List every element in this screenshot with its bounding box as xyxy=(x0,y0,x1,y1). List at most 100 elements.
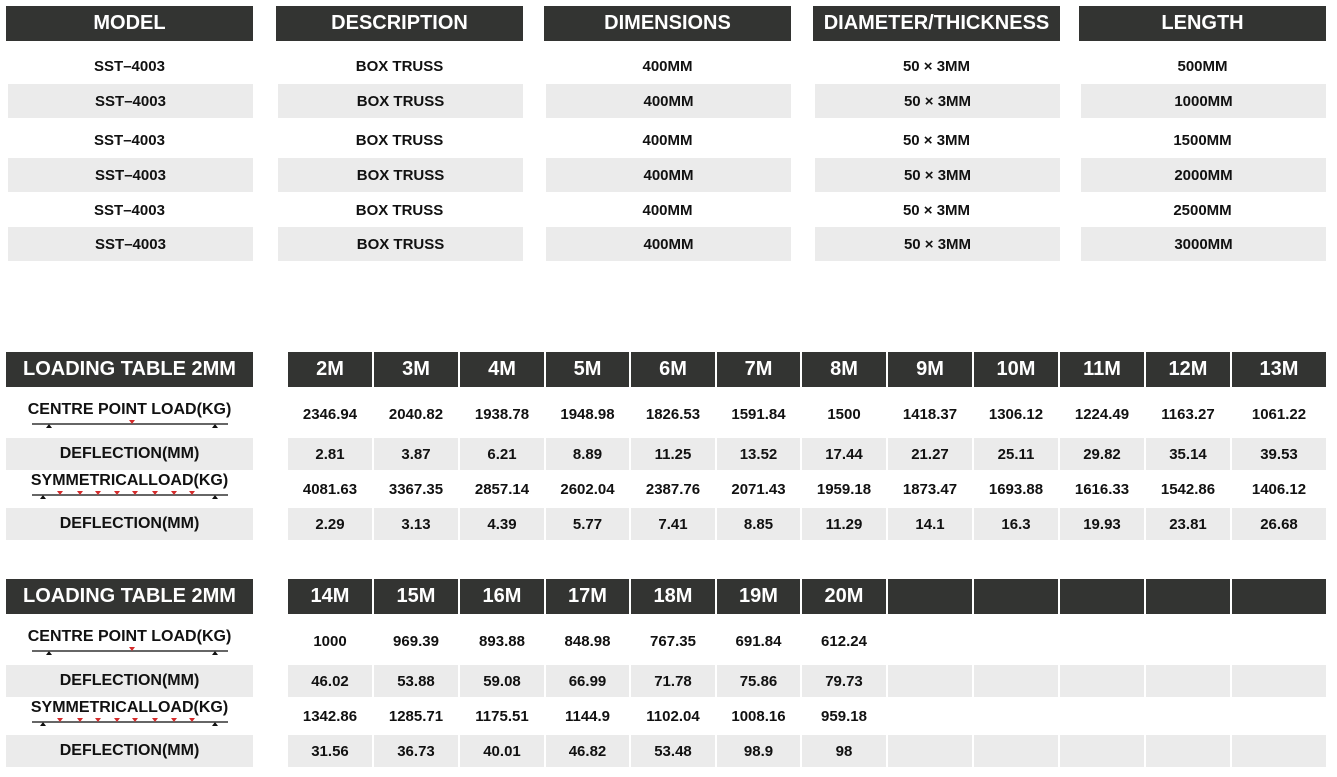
table-cell: BOX TRUSS xyxy=(355,131,444,149)
span-header: 3M xyxy=(374,352,458,387)
value-cell: 1175.51 xyxy=(475,707,529,725)
table-cell: 500MM xyxy=(1177,57,1228,75)
value-cell xyxy=(1060,624,1144,658)
value-cell: 2602.04 xyxy=(560,480,615,498)
row-label-text: DEFLECTION(MM) xyxy=(59,515,200,532)
value-cell: 98.9 xyxy=(717,735,800,767)
value-cell: 25.11 xyxy=(974,438,1058,470)
table-cell: 50 × 3MM xyxy=(815,227,1060,261)
value-cell: 1285.71 xyxy=(388,707,444,725)
span-header: 2M xyxy=(288,352,372,387)
value-cell: 46.02 xyxy=(288,665,372,697)
value-cell: 17.44 xyxy=(802,438,886,470)
value-cell: 1591.84 xyxy=(731,405,786,423)
table-cell: SST–4003 xyxy=(94,131,165,149)
value-cell: 3.13 xyxy=(374,508,458,540)
value-cell: 2346.94 xyxy=(302,405,358,423)
value-cell: 2071.43 xyxy=(731,480,786,498)
table-cell: 400MM xyxy=(546,227,791,261)
table-cell: SST–4003 xyxy=(94,201,165,219)
value-cell: 1500 xyxy=(827,405,861,423)
value-cell: 13.52 xyxy=(717,438,800,470)
value-cell: 1342.86 xyxy=(302,707,358,725)
table-cell: SST–4003 xyxy=(8,84,253,118)
span-header: 8M xyxy=(802,352,886,387)
span-header: 7M xyxy=(717,352,800,387)
value-cell: 29.82 xyxy=(1060,438,1144,470)
value-cell: 612.24 xyxy=(821,632,867,650)
value-cell xyxy=(1146,665,1230,697)
value-cell: 53.88 xyxy=(374,665,458,697)
value-cell xyxy=(974,699,1058,733)
table-cell: 50 × 3MM xyxy=(815,158,1060,192)
value-cell: 1693.88 xyxy=(988,480,1044,498)
loading-table-title: LOADING TABLE 2MM xyxy=(6,352,253,387)
table-cell: 1000MM xyxy=(1081,84,1326,118)
value-cell: 691.84 xyxy=(735,632,782,650)
value-cell xyxy=(1232,624,1326,658)
value-cell xyxy=(1232,735,1326,767)
table-cell: 2000MM xyxy=(1081,158,1326,192)
value-cell: 40.01 xyxy=(460,735,544,767)
value-cell xyxy=(1146,624,1230,658)
table-cell: BOX TRUSS xyxy=(355,57,444,75)
span-header: 17M xyxy=(546,579,629,614)
span-header: 4M xyxy=(460,352,544,387)
value-cell xyxy=(974,665,1058,697)
row-label-text: SYMMETRICALLOAD(KG) xyxy=(30,472,229,489)
value-cell: 14.1 xyxy=(888,508,972,540)
value-cell: 4.39 xyxy=(460,508,544,540)
span-header: 12M xyxy=(1146,352,1230,387)
table-cell: 3000MM xyxy=(1081,227,1326,261)
value-cell: 53.48 xyxy=(631,735,715,767)
value-cell xyxy=(1146,699,1230,733)
value-cell: 959.18 xyxy=(821,707,867,725)
value-cell: 1224.49 xyxy=(1074,405,1130,423)
table-cell: 400MM xyxy=(642,57,693,75)
value-cell: 848.98 xyxy=(564,632,611,650)
value-cell: 71.78 xyxy=(631,665,715,697)
table-cell: 50 × 3MM xyxy=(902,131,971,149)
table-cell: 50 × 3MM xyxy=(815,84,1060,118)
value-cell: 3367.35 xyxy=(388,480,444,498)
value-cell: 1418.37 xyxy=(902,405,958,423)
table-cell: 400MM xyxy=(642,201,693,219)
row-label-text: DEFLECTION(MM) xyxy=(59,672,200,689)
span-header: 9M xyxy=(888,352,972,387)
value-cell: 1008.16 xyxy=(731,707,786,725)
span-header: 10M xyxy=(974,352,1058,387)
value-cell: 1938.78 xyxy=(474,405,530,423)
table-cell: 50 × 3MM xyxy=(902,57,971,75)
value-cell: 2.29 xyxy=(288,508,372,540)
value-cell: 2040.82 xyxy=(388,405,444,423)
row-label: DEFLECTION(MM) xyxy=(6,735,253,767)
symmetrical-load-beam-icon xyxy=(31,718,228,726)
table-cell: 400MM xyxy=(642,131,693,149)
value-cell: 1000 xyxy=(313,632,347,650)
span-header: 5M xyxy=(546,352,629,387)
column-header: LENGTH xyxy=(1079,6,1326,41)
span-header: 13M xyxy=(1232,352,1326,387)
value-cell: 26.68 xyxy=(1232,508,1326,540)
row-label-text: DEFLECTION(MM) xyxy=(59,445,200,462)
value-cell xyxy=(1060,665,1144,697)
value-cell xyxy=(888,665,972,697)
value-cell: 969.39 xyxy=(393,632,439,650)
row-label-text: DEFLECTION(MM) xyxy=(59,742,200,759)
value-cell: 23.81 xyxy=(1146,508,1230,540)
value-cell: 19.93 xyxy=(1060,508,1144,540)
value-cell: 11.25 xyxy=(631,438,715,470)
table-cell: SST–4003 xyxy=(94,57,165,75)
column-header: DIMENSIONS xyxy=(544,6,791,41)
span-header: 15M xyxy=(374,579,458,614)
span-header xyxy=(1232,579,1326,614)
span-header: 6M xyxy=(631,352,715,387)
value-cell xyxy=(888,699,972,733)
value-cell xyxy=(1060,699,1144,733)
table-cell: 2500MM xyxy=(1173,201,1232,219)
value-cell: 46.82 xyxy=(546,735,629,767)
value-cell: 11.29 xyxy=(802,508,886,540)
value-cell: 1306.12 xyxy=(988,405,1044,423)
value-cell: 4081.63 xyxy=(302,480,358,498)
value-cell xyxy=(1146,735,1230,767)
